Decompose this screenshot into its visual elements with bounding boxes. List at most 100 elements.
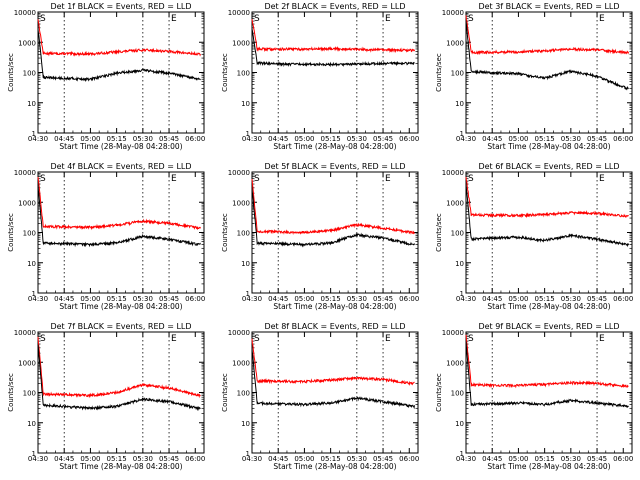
x-tick-label: 05:00 <box>508 455 528 463</box>
end-marker: E <box>599 14 605 24</box>
panel-title: Det 1f BLACK = Events, RED = LLD <box>50 2 191 11</box>
x-axis-label: Start Time (28-May-08 04:28:00) <box>273 142 396 151</box>
y-tick-label: 10 <box>241 260 250 268</box>
x-tick-label: 05:30 <box>133 455 153 463</box>
lld-series-line <box>465 334 629 389</box>
y-tick-label: 1000 <box>18 39 36 47</box>
panel-det-9: Det 9f BLACK = Events, RED = LLD 1 10 100 10… <box>435 322 633 471</box>
start-marker: S <box>254 334 260 344</box>
x-tick-label: 05:00 <box>294 135 314 143</box>
x-tick-label: 04:30 <box>456 135 476 143</box>
x-tick-label: 06:00 <box>399 135 419 143</box>
x-tick-label: 05:15 <box>535 135 555 143</box>
x-tick-label: 04:30 <box>242 135 262 143</box>
y-tick-label: 1 <box>460 130 464 138</box>
end-marker: E <box>385 334 391 344</box>
panel-title: Det 3f BLACK = Events, RED = LLD <box>478 2 619 11</box>
events-series-line <box>251 188 415 248</box>
y-tick-label: 10000 <box>228 169 250 177</box>
panel-title: Det 4f BLACK = Events, RED = LLD <box>50 162 191 171</box>
panel-det-1: Det 1f BLACK = Events, RED = LLD 1 10 100 10… <box>7 2 205 151</box>
plot-frame <box>251 331 419 454</box>
x-axis-label: Start Time (28-May-08 04:28:00) <box>487 302 610 311</box>
y-tick-label: 1000 <box>446 199 464 207</box>
start-marker: S <box>468 14 474 24</box>
events-series-line <box>251 348 415 410</box>
x-tick-label: 06:00 <box>613 135 633 143</box>
x-tick-label: 05:30 <box>347 135 367 143</box>
end-marker: E <box>385 14 391 24</box>
x-tick-label: 05:15 <box>107 135 127 143</box>
events-series-line <box>37 184 201 248</box>
y-tick-label: 10 <box>241 100 250 108</box>
y-tick-label: 1000 <box>18 359 36 367</box>
x-tick-label: 05:30 <box>561 135 581 143</box>
lld-series-line <box>37 336 201 399</box>
x-tick-label: 06:00 <box>399 455 419 463</box>
y-tick-label: 10000 <box>442 9 464 17</box>
start-marker: S <box>254 174 260 184</box>
y-tick-label: 100 <box>451 230 464 238</box>
panel-det-3: Det 3f BLACK = Events, RED = LLD 1 10 100 10… <box>435 2 633 151</box>
start-marker: S <box>40 14 46 24</box>
x-axis-label: Start Time (28-May-08 04:28:00) <box>59 142 182 151</box>
x-tick-label: 05:15 <box>321 135 341 143</box>
y-tick-label: 1000 <box>232 39 250 47</box>
y-tick-label: 100 <box>451 390 464 398</box>
start-marker: S <box>468 174 474 184</box>
panel-title: Det 5f BLACK = Events, RED = LLD <box>264 162 405 171</box>
x-tick-label: 05:45 <box>587 295 607 303</box>
x-tick-label: 05:45 <box>159 455 179 463</box>
x-tick-label: 05:00 <box>80 135 100 143</box>
panel-title: Det 9f BLACK = Events, RED = LLD <box>478 322 619 331</box>
panel-title: Det 8f BLACK = Events, RED = LLD <box>264 322 405 331</box>
x-axis-label: Start Time (28-May-08 04:28:00) <box>59 462 182 471</box>
y-axis-label: Counts/sec <box>435 373 443 412</box>
start-marker: S <box>40 334 46 344</box>
events-series-line <box>465 184 629 248</box>
panel-det-2: Det 2f BLACK = Events, RED = LLD 1 10 100 10… <box>221 2 419 151</box>
x-tick-label: 04:45 <box>482 295 502 303</box>
y-tick-label: 10000 <box>228 329 250 337</box>
x-tick-label: 04:30 <box>456 295 476 303</box>
plot-frame <box>465 171 633 294</box>
x-tick-label: 06:00 <box>185 135 205 143</box>
lld-series-line <box>37 176 201 231</box>
events-series-line <box>37 344 201 412</box>
x-tick-label: 04:45 <box>482 455 502 463</box>
y-tick-label: 10000 <box>14 169 36 177</box>
y-tick-label: 10 <box>455 260 464 268</box>
y-axis-label: Counts/sec <box>221 373 229 412</box>
lld-series-line <box>251 338 415 387</box>
panel-det-8: Det 8f BLACK = Events, RED = LLD 1 10 100 10… <box>221 322 419 471</box>
x-tick-label: 06:00 <box>613 295 633 303</box>
x-tick-label: 05:45 <box>373 295 393 303</box>
x-tick-label: 04:30 <box>242 295 262 303</box>
end-marker: E <box>385 174 391 184</box>
y-axis-label: Counts/sec <box>435 213 443 252</box>
x-tick-label: 05:00 <box>294 295 314 303</box>
panel-det-4: Det 4f BLACK = Events, RED = LLD 1 10 100 10… <box>7 162 205 311</box>
x-tick-label: 04:45 <box>54 455 74 463</box>
y-axis-label: Counts/sec <box>435 53 443 92</box>
x-tick-label: 04:30 <box>28 455 48 463</box>
x-tick-label: 04:30 <box>28 135 48 143</box>
y-tick-label: 100 <box>23 230 36 238</box>
x-tick-label: 05:15 <box>107 455 127 463</box>
y-tick-label: 10 <box>27 260 36 268</box>
end-marker: E <box>171 174 177 184</box>
x-axis-label: Start Time (28-May-08 04:28:00) <box>59 302 182 311</box>
y-tick-label: 10000 <box>442 329 464 337</box>
y-tick-label: 1 <box>460 290 464 298</box>
panel-det-6: Det 6f BLACK = Events, RED = LLD 1 10 100 10… <box>435 162 633 311</box>
y-axis-label: Counts/sec <box>221 53 229 92</box>
x-tick-label: 04:45 <box>268 295 288 303</box>
y-tick-label: 1000 <box>18 199 36 207</box>
x-tick-label: 05:45 <box>373 455 393 463</box>
y-tick-label: 1000 <box>232 359 250 367</box>
y-axis-label: Counts/sec <box>221 213 229 252</box>
x-tick-label: 05:00 <box>508 295 528 303</box>
y-tick-label: 1 <box>246 290 250 298</box>
lld-series-line <box>37 19 201 57</box>
end-marker: E <box>599 334 605 344</box>
